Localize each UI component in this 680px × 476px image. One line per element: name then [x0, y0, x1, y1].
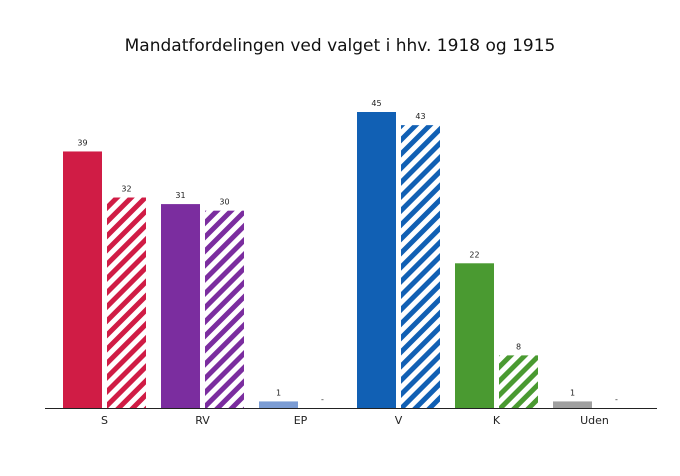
bar-v-hatched: [401, 125, 440, 409]
bar-uden-solid: [553, 401, 592, 408]
value-label: 45: [371, 99, 381, 108]
value-label: 32: [121, 185, 131, 194]
value-labels-layer: 39 32 31 30 1 - 45 43 22 8 1 -: [77, 99, 618, 404]
bars-layer: [63, 112, 592, 409]
bar-k-hatched: [499, 355, 538, 408]
bar-rv-hatched: [205, 210, 244, 408]
bar-s-hatched: [107, 197, 146, 408]
category-label-ep: EP: [294, 414, 308, 427]
category-label-s: S: [101, 414, 108, 427]
bar-rv-solid: [161, 204, 200, 408]
category-label-uden: Uden: [580, 414, 609, 427]
bar-k-solid: [455, 263, 494, 408]
value-label: 22: [469, 250, 479, 259]
category-label-rv: RV: [195, 414, 210, 427]
value-label: 43: [415, 112, 425, 121]
value-label: 30: [219, 198, 229, 207]
value-label: 1: [276, 388, 281, 397]
bar-s-solid: [63, 151, 102, 408]
value-label-missing: -: [615, 395, 618, 404]
bar-ep-solid: [259, 401, 298, 408]
category-labels-layer: S RV EP V K Uden: [101, 414, 609, 427]
category-label-v: V: [395, 414, 403, 427]
value-label: 31: [175, 191, 185, 200]
value-label-missing: -: [321, 395, 324, 404]
chart-title: Mandatfordelingen ved valget i hhv. 1918…: [124, 36, 556, 56]
value-label: 8: [516, 342, 521, 351]
bar-v-solid: [357, 112, 396, 408]
value-label: 1: [570, 388, 575, 397]
category-label-k: K: [493, 414, 501, 427]
value-label: 39: [77, 138, 87, 147]
